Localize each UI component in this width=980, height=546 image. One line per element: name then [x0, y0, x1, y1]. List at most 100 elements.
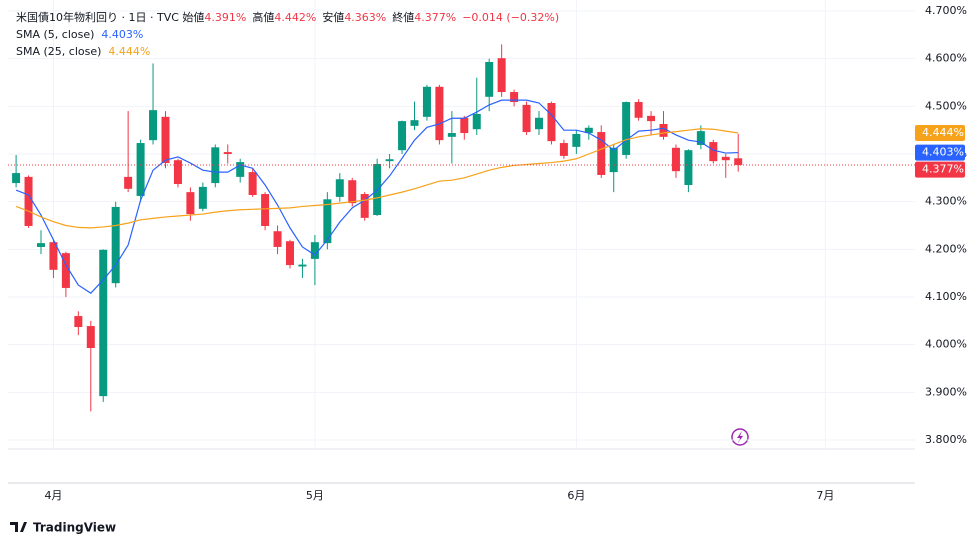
y-tick-label: 4.500%	[925, 99, 967, 112]
candle-body	[659, 123, 668, 137]
price-badge-label: 4.377%	[922, 163, 964, 176]
ohlc: 始値4.391% 高値4.442% 安値4.363% 終値4.377%	[179, 11, 462, 24]
price-badge	[915, 161, 965, 178]
candle-body	[522, 104, 531, 133]
candle-body	[559, 143, 568, 156]
candle-body	[634, 102, 643, 118]
sma-line	[15, 99, 739, 294]
candle-body	[721, 156, 730, 161]
candle-body	[335, 179, 344, 197]
x-tick-label: 6月	[567, 489, 585, 502]
legend-name: SMA (5, close)	[16, 28, 95, 41]
x-tick-label: 5月	[306, 489, 324, 502]
candle-body	[684, 150, 693, 185]
change: −0.014 (−0.32%)	[462, 11, 560, 24]
y-tick-label: 4.100%	[925, 290, 967, 303]
candle-body	[435, 86, 444, 141]
candle-body	[74, 316, 83, 328]
candle-body	[609, 147, 618, 173]
candle-body	[149, 110, 158, 141]
ohlc-label: 始値	[182, 11, 205, 24]
candle-body	[572, 133, 581, 147]
candle-body	[584, 127, 593, 134]
ohlc-label: 安値	[322, 11, 345, 24]
candle-body	[236, 162, 245, 177]
candle-body	[24, 176, 33, 226]
candle-body	[597, 132, 606, 175]
candle-body	[547, 102, 556, 142]
legend-value: 4.403%	[101, 28, 144, 41]
candle-body	[622, 102, 631, 155]
candle-body	[535, 117, 544, 130]
event-bolt	[737, 431, 743, 443]
price-badge-label: 4.403%	[922, 146, 964, 159]
logo	[10, 522, 27, 532]
legend: 米国債10年物利回り · 1日 · TVC 始値4.391% 高値4.442% 安値…	[16, 9, 565, 60]
sma-line	[15, 128, 739, 229]
candle-body	[273, 231, 282, 247]
title: 米国債10年物利回り · 1日 · TVC	[16, 11, 179, 24]
sma-row: SMA (5, close) 4.403%	[16, 26, 565, 43]
candle-body	[248, 172, 257, 195]
ohlc-value: 4.442%	[274, 11, 317, 24]
candle-body	[111, 206, 120, 284]
candle-body	[422, 86, 431, 117]
candle-body	[671, 147, 680, 172]
x-tick-label: 7月	[816, 489, 834, 502]
branding: TradingView	[33, 521, 116, 535]
candle-body	[161, 116, 170, 164]
candle-body	[136, 143, 145, 196]
candle-body	[12, 173, 21, 184]
y-tick-label: 3.900%	[925, 385, 967, 398]
candle-body	[124, 176, 133, 189]
candle-body	[36, 243, 45, 247]
candle-body	[223, 152, 232, 154]
candle-body	[510, 92, 519, 103]
legend-value: 4.444%	[108, 45, 151, 58]
ohlc-value: 4.391%	[204, 11, 247, 24]
candle-body	[385, 159, 394, 162]
candle-body	[99, 249, 108, 397]
candle-body	[310, 242, 319, 259]
price-badge-label: 4.444%	[922, 126, 964, 139]
sma-row: SMA (25, close) 4.444%	[16, 43, 565, 60]
ohlc-row: 米国債10年物利回り · 1日 · TVC 始値4.391% 高値4.442% 安値…	[16, 9, 565, 26]
candle-body	[485, 62, 494, 97]
y-tick-label: 3.800%	[925, 433, 967, 446]
candle-body	[298, 264, 307, 267]
y-tick-label: 4.300%	[925, 195, 967, 208]
candle-body	[734, 158, 743, 165]
y-tick-label: 4.200%	[925, 242, 967, 255]
ohlc-label: 終値	[392, 11, 415, 24]
y-tick-label: 4.000%	[925, 338, 967, 351]
candle-body	[198, 186, 207, 209]
ohlc-value: 4.377%	[414, 11, 457, 24]
y-tick-label: 4.700%	[925, 4, 967, 17]
candle-body	[61, 253, 70, 288]
candle-body	[360, 194, 369, 218]
candle-body	[472, 113, 481, 130]
sma-legend: SMA (5, close) 4.403% SMA (25, close) 4.4…	[16, 26, 565, 60]
candle-body	[647, 115, 656, 122]
candle-body	[696, 131, 705, 145]
price-badge	[915, 144, 965, 161]
y-tick-label: 4.600%	[925, 52, 967, 65]
candle-body	[709, 142, 718, 162]
candle-body	[173, 160, 182, 185]
candle-body	[323, 199, 332, 244]
legend-name: SMA (25, close)	[16, 45, 102, 58]
event-icon[interactable]	[731, 428, 749, 446]
candle-body	[285, 241, 294, 266]
candle-body	[348, 180, 357, 204]
candle-body	[86, 326, 95, 349]
candle-body	[497, 58, 506, 93]
candle-body	[460, 117, 469, 134]
candle-body	[49, 242, 58, 270]
ohlc-label: 高値	[252, 11, 275, 24]
candle-body	[398, 121, 407, 151]
candle-body	[410, 120, 419, 126]
candle-body	[447, 133, 456, 137]
x-tick-label: 4月	[44, 489, 62, 502]
